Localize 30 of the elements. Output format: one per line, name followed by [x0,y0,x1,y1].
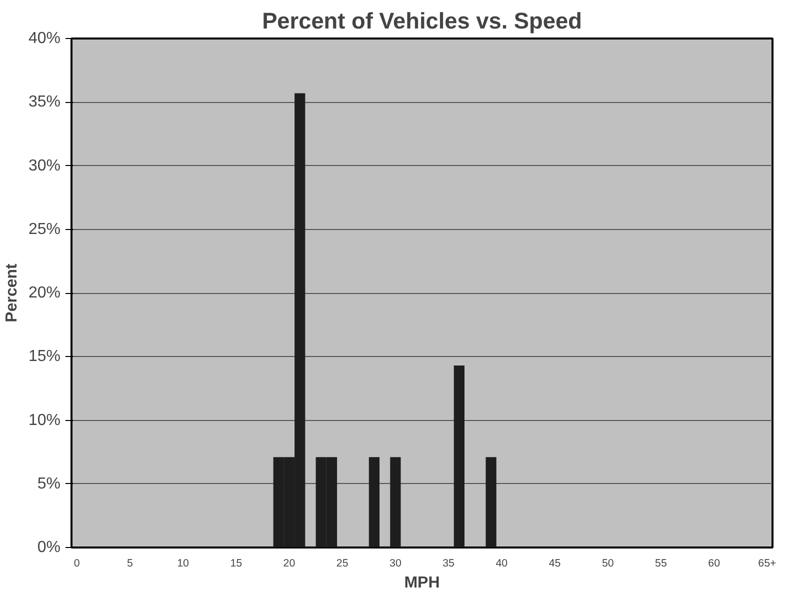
x-tick-label: 40 [496,558,508,570]
chart-title: Percent of Vehicles vs. Speed [262,8,582,34]
bar [368,457,380,548]
y-tick-label: 0% [37,539,60,556]
x-tick-label: 50 [602,558,614,570]
x-tick-label: 15 [230,558,242,570]
bar [390,457,401,548]
x-tick-label: 30 [390,558,402,570]
x-tick-label: 5 [126,558,133,570]
x-tick-label: 65+ [758,558,776,570]
y-tick-label: 40% [28,30,61,47]
y-tick-label: 10% [28,412,61,429]
y-axis-title: Percent [3,262,20,322]
x-tick-label: 25 [336,558,348,570]
y-tick-label: 15% [28,348,61,366]
x-tick-label: 45 [548,558,561,570]
y-tick-label: 25% [28,220,61,238]
x-tick-label: 35 [442,558,455,570]
y-tick-label: 20% [28,284,61,302]
x-tick-label: 10 [177,558,190,570]
bar [454,366,464,548]
bar [486,457,496,548]
x-tick-label: 60 [708,558,720,570]
y-tick-label: 30% [28,157,61,174]
x-tick-label: 0 [74,558,80,570]
y-tick-label: 35% [28,94,61,111]
y-tick-label: 5% [37,475,60,492]
x-axis-title: MPH [404,574,440,592]
x-tick-label: 55 [655,558,667,570]
x-tick-label: 20 [283,558,296,570]
